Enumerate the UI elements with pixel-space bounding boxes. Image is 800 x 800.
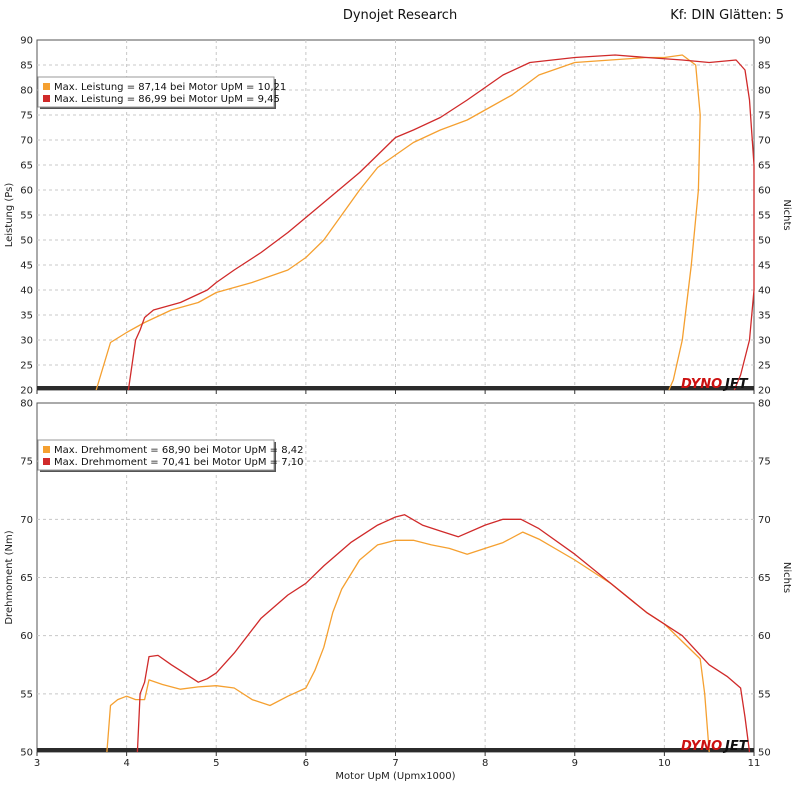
power-ytick-label-left: 25 [20, 361, 33, 372]
chart-header-title: Dynojet Research [343, 8, 457, 23]
torque-ytick-label-right: 60 [758, 631, 771, 642]
torque-ytick-label-right: 70 [758, 515, 771, 526]
power-ylabel-right: Nichts [781, 199, 792, 230]
power-ytick-label-right: 80 [758, 86, 771, 97]
power-ytick-label-right: 40 [758, 286, 771, 297]
torque-ytick-label-left: 70 [20, 515, 33, 526]
torque-legend-entry-2: Max. Drehmoment = 70,41 bei Motor UpM = … [54, 457, 304, 468]
xtick-label: 6 [303, 758, 309, 769]
torque-ytick-label-left: 50 [20, 748, 33, 759]
power-ylabel-left: Leistung (Ps) [4, 183, 15, 248]
power-ytick-label-right: 75 [758, 111, 771, 122]
power-ytick-label-right: 85 [758, 61, 771, 72]
torque-logo-dyno: DYNO [681, 739, 722, 754]
power-ytick-label-left: 40 [20, 286, 33, 297]
torque-ytick-label-right: 65 [758, 573, 771, 584]
torque-ytick-label-left: 80 [20, 399, 33, 410]
power-ytick-label-right: 50 [758, 236, 771, 247]
torque-ytick-label-left: 55 [20, 689, 33, 700]
torque-ytick-label-left: 75 [20, 457, 33, 468]
power-legend-entry-2: Max. Leistung = 86,99 bei Motor UpM = 9,… [54, 94, 280, 105]
power-logo-dyno: DYNO [681, 377, 722, 392]
power-ytick-label-left: 30 [20, 336, 33, 347]
xtick-label: 3 [34, 758, 40, 769]
power-ytick-label-left: 20 [20, 386, 33, 397]
xtick-label: 9 [572, 758, 578, 769]
power-ytick-label-left: 65 [20, 161, 33, 172]
power-ytick-label-left: 60 [20, 186, 33, 197]
power-ytick-label-left: 45 [20, 261, 33, 272]
torque-ytick-label-right: 80 [758, 399, 771, 410]
torque-logo-jet: JET [722, 739, 749, 754]
power-series-line-2 [127, 54, 755, 391]
power-series-line-1 [95, 54, 701, 391]
xtick-label: 5 [213, 758, 219, 769]
power-ytick-label-left: 70 [20, 136, 33, 147]
x-axis-title: Motor UpM (Upmx1000) [335, 771, 455, 782]
torque-legend-swatch-2 [43, 458, 50, 465]
power-ytick-label-left: 55 [20, 211, 33, 222]
torque-ytick-label-right: 75 [758, 457, 771, 468]
power-logo-jet: JET [722, 377, 749, 392]
torque-legend-entry-1: Max. Drehmoment = 68,90 bei Motor UpM = … [54, 445, 304, 456]
power-legend-swatch-2 [43, 95, 50, 102]
power-ytick-label-left: 35 [20, 311, 33, 322]
power-legend-swatch-1 [43, 83, 50, 90]
torque-legend-box [37, 439, 275, 471]
power-ytick-label-right: 55 [758, 211, 771, 222]
power-axis-band [37, 386, 754, 390]
power-ytick-label-right: 45 [758, 261, 771, 272]
torque-ytick-label-right: 55 [758, 689, 771, 700]
power-ytick-label-right: 35 [758, 311, 771, 322]
power-ytick-label-right: 65 [758, 161, 771, 172]
torque-ytick-label-left: 60 [20, 631, 33, 642]
power-ytick-label-left: 75 [20, 111, 33, 122]
xtick-label: 4 [123, 758, 129, 769]
torque-ytick-label-right: 50 [758, 748, 771, 759]
power-ytick-label-right: 25 [758, 361, 771, 372]
power-ytick-label-left: 85 [20, 61, 33, 72]
power-ytick-label-right: 70 [758, 136, 771, 147]
torque-legend-swatch-1 [43, 446, 50, 453]
power-legend-box [37, 76, 275, 108]
power-legend-entry-1: Max. Leistung = 87,14 bei Motor UpM = 10… [54, 82, 286, 93]
xtick-label: 11 [748, 758, 761, 769]
torque-ytick-label-left: 65 [20, 573, 33, 584]
power-ytick-label-right: 60 [758, 186, 771, 197]
power-ytick-label-right: 30 [758, 336, 771, 347]
power-ytick-label-left: 80 [20, 86, 33, 97]
torque-axis-band [37, 748, 754, 752]
power-ytick-label-right: 20 [758, 386, 771, 397]
torque-ylabel-right: Nichts [781, 562, 792, 593]
torque-ylabel-left: Drehmoment (Nm) [4, 530, 15, 624]
power-ytick-label-left: 90 [20, 36, 33, 47]
xtick-label: 10 [658, 758, 671, 769]
power-ytick-label-left: 50 [20, 236, 33, 247]
torque-series-line-2 [136, 514, 751, 753]
xtick-label: 7 [392, 758, 398, 769]
power-ytick-label-right: 90 [758, 36, 771, 47]
xtick-label: 8 [482, 758, 488, 769]
chart-header-settings: Kf: DIN Glätten: 5 [670, 8, 784, 23]
